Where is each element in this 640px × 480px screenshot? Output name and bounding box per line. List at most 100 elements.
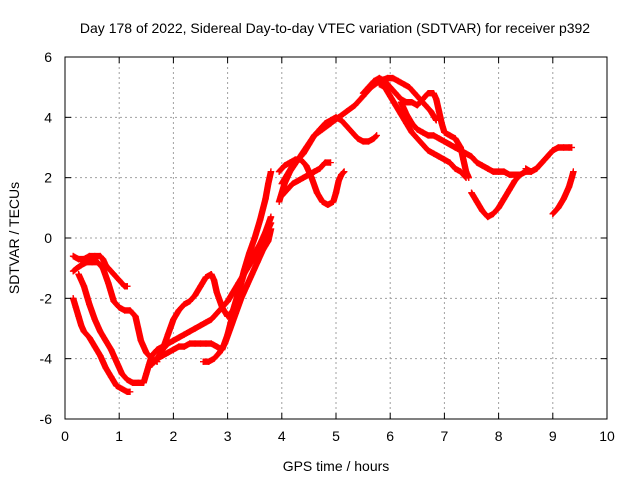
data-point (351, 102, 359, 109)
data-point (80, 283, 88, 290)
data-point (256, 240, 264, 248)
data-point (565, 183, 573, 190)
data-point (202, 340, 210, 347)
data-point (129, 379, 136, 386)
data-point (389, 74, 397, 82)
data-point (484, 165, 491, 172)
data-point (473, 159, 481, 166)
data-point (170, 346, 177, 353)
data-point (414, 126, 421, 133)
data-point (544, 153, 551, 160)
data-point (246, 258, 253, 266)
data-point (126, 307, 134, 314)
data-point (411, 90, 418, 97)
data-series-4 (75, 271, 166, 386)
data-point (376, 80, 383, 88)
data-point (332, 114, 340, 121)
data-point (311, 168, 318, 175)
data-point (340, 168, 348, 175)
data-point (419, 141, 426, 148)
data-point (137, 337, 145, 344)
data-point (313, 189, 321, 196)
data-point (159, 346, 166, 353)
data-point (132, 313, 139, 320)
data-point (227, 325, 234, 332)
data-point (522, 165, 529, 172)
data-point (424, 132, 432, 139)
y-tick-label: 2 (44, 170, 52, 186)
data-point (181, 301, 188, 308)
data-point (403, 99, 410, 106)
data-point (568, 144, 575, 151)
data-point (568, 174, 575, 181)
data-point (243, 283, 250, 290)
data-point (506, 171, 513, 178)
data-point (86, 252, 93, 260)
x-tick-label: 1 (115, 428, 123, 444)
data-point (311, 132, 318, 139)
data-point (405, 83, 413, 91)
data-point (338, 117, 345, 124)
data-point (164, 349, 172, 356)
data-point (403, 120, 410, 127)
data-point (297, 156, 304, 163)
data-point (97, 328, 104, 335)
data-point (460, 156, 467, 163)
data-point (555, 144, 562, 151)
axis-ticks: 0 1 2 3 4 5 6 7 8 9 10 -6 -4 -2 0 2 4 6 (40, 49, 615, 444)
data-point (324, 201, 332, 209)
data-point (99, 264, 107, 272)
data-point (381, 77, 388, 85)
data-point (452, 144, 459, 151)
data-point (302, 162, 310, 169)
data-series-16 (468, 174, 521, 221)
data-point (479, 162, 486, 169)
data-point (408, 99, 416, 106)
data-series-14 (376, 80, 470, 181)
data-point (72, 304, 80, 311)
data-point (441, 138, 448, 145)
data-point (197, 340, 204, 347)
data-point (452, 135, 459, 142)
data-point (387, 93, 394, 100)
data-point (560, 144, 567, 151)
data-point (107, 346, 115, 353)
data-point (124, 283, 131, 290)
data-point (321, 120, 329, 127)
data-point (343, 123, 351, 130)
data-point (164, 331, 172, 338)
data-point (197, 283, 204, 290)
data-point (484, 213, 491, 221)
data-point (500, 168, 508, 175)
data-point (354, 135, 361, 142)
data-point (200, 358, 207, 365)
x-tick-label: 10 (599, 428, 615, 444)
data-point (441, 156, 448, 163)
data-point (202, 319, 210, 326)
data-point (446, 141, 454, 148)
data-point (570, 168, 577, 175)
data-point (327, 117, 334, 124)
data-point (495, 168, 502, 175)
data-point (419, 129, 426, 136)
data-point (527, 168, 535, 175)
data-point (549, 210, 556, 218)
data-point (514, 174, 521, 181)
data-point (124, 376, 131, 383)
data-series-18 (549, 168, 577, 218)
data-point (208, 316, 215, 323)
data-point (424, 147, 432, 154)
data-point (281, 162, 288, 169)
data-point (69, 252, 77, 260)
y-tick-label: 4 (44, 109, 52, 125)
data-point (105, 264, 112, 272)
series-markers (549, 168, 577, 218)
data-point (205, 358, 212, 365)
data-point (435, 153, 443, 160)
data-series-12 (278, 159, 334, 199)
x-tick-label: 2 (170, 428, 178, 444)
x-tick-label: 3 (224, 428, 232, 444)
data-series-3 (69, 295, 134, 396)
data-point (430, 90, 437, 97)
